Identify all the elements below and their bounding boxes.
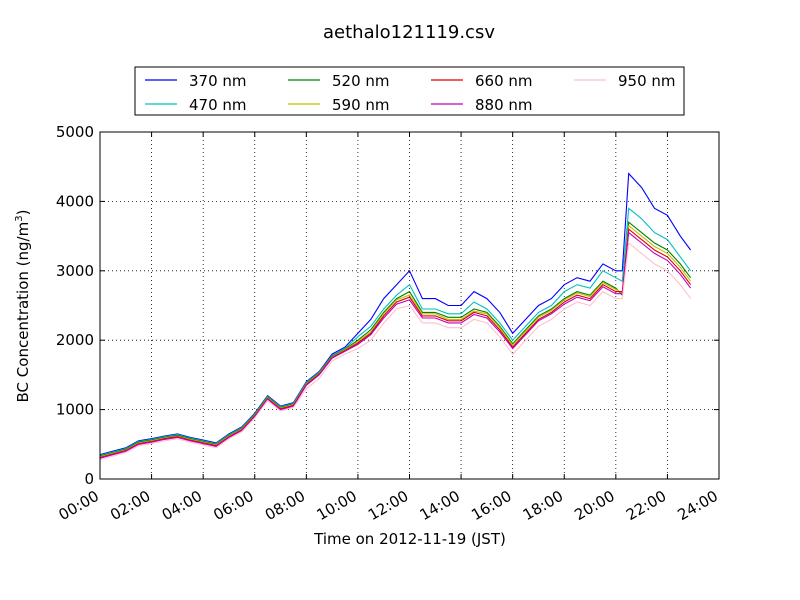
legend-label: 590 nm [332,96,390,114]
y-axis-label-main: BC Concentration (ng/m [14,222,32,403]
x-tick-label: 08:00 [262,487,308,524]
x-tick-label: 12:00 [365,487,411,524]
x-tick-label: 22:00 [623,487,669,524]
y-axis-label-close: ) [14,210,32,216]
legend-label: 950 nm [618,72,676,90]
y-tick-label: 5000 [56,123,94,141]
legend-label: 370 nm [189,72,247,90]
series-line-470-nm [99,207,692,456]
y-tick-label: 1000 [56,401,94,419]
y-axis-label-sup: 3 [14,215,25,221]
legend: 370 nm 470 nm 520 nm 590 nm 660 nm 880 nm 950 … [134,66,685,116]
x-tick-label: 24:00 [675,487,721,524]
legend-label: 880 nm [475,96,533,114]
x-tick-label: 04:00 [159,487,205,524]
legend-label: 520 nm [332,72,390,90]
series-line-880-nm [99,231,692,459]
x-tick-label: 00:00 [56,487,102,524]
series-line-950-nm [99,241,692,461]
series-line-660-nm [99,228,692,459]
series-line-520-nm [99,221,692,457]
legend-box [134,66,685,116]
y-tick-label: 0 [84,470,94,488]
legend-label: 470 nm [189,96,247,114]
x-tick-label: 10:00 [313,487,359,524]
series-line-370-nm [99,172,692,456]
x-tick-label: 06:00 [210,487,256,524]
y-tick-label: 3000 [56,262,94,280]
y-tick-label: 4000 [56,192,94,210]
x-tick-label: 02:00 [107,487,153,524]
x-tick-label: 18:00 [520,487,566,524]
x-axis-label: Time on 2012-11-19 (JST) [313,530,506,548]
y-axis-label: BC Concentration (ng/m3) [14,210,32,403]
x-tick-label: 16:00 [468,487,514,524]
y-tick-label: 2000 [56,331,94,349]
x-tick-label: 14:00 [417,487,463,524]
x-tick-label: 20:00 [571,487,617,524]
chart-title: aethalo121119.csv [323,22,495,43]
series-line-590-nm [99,224,692,458]
series-layer [99,172,692,461]
ticks: 00:00 02:00 04:00 06:00 08:00 10:00 12:00 14:00… [56,123,721,524]
legend-label: 660 nm [475,72,533,90]
